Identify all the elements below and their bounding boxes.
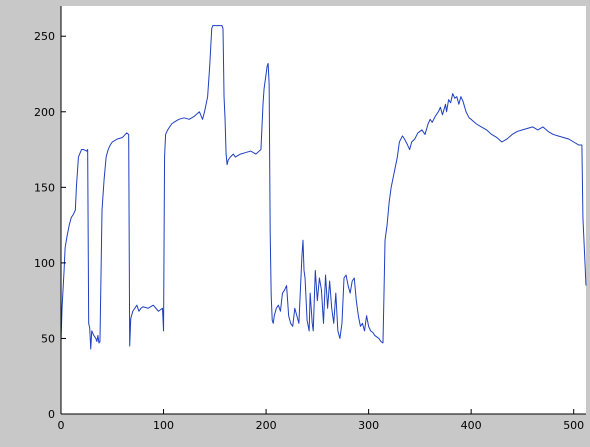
y-tick-label-2: 100 <box>34 257 55 270</box>
x-tick-label-1: 100 <box>153 419 174 432</box>
y-tick-label-5: 250 <box>34 30 55 43</box>
series-line-0 <box>60 25 587 350</box>
x-axis-ticks: 0 100 200 300 400 500 <box>58 409 584 432</box>
x-tick-label-2: 200 <box>256 419 277 432</box>
x-tick-label-0: 0 <box>58 419 65 432</box>
x-tick-label-5: 500 <box>563 419 584 432</box>
x-tick-label-4: 400 <box>461 419 482 432</box>
y-tick-label-1: 50 <box>41 332 55 345</box>
y-tick-label-4: 200 <box>34 106 55 119</box>
plot-area <box>61 6 586 414</box>
y-tick-label-0: 0 <box>48 408 55 421</box>
series-layer <box>60 25 587 350</box>
y-axis-ticks: 0 50 100 150 200 250 <box>34 30 66 421</box>
y-tick-label-3: 150 <box>34 181 55 194</box>
x-tick-label-3: 300 <box>358 419 379 432</box>
